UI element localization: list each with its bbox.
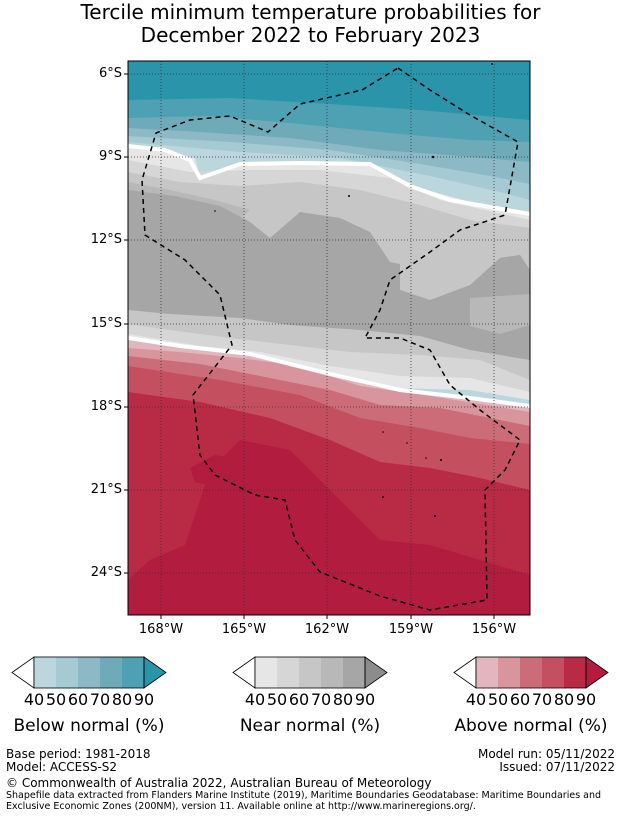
- title-line-1: Tercile minimum temperature probabilitie…: [80, 0, 541, 24]
- lat-label-12s: 12°S: [90, 232, 122, 247]
- tick-label: 80: [332, 690, 354, 709]
- base-period: Base period: 1981-2018: [6, 747, 151, 761]
- colorbar-frame: [475, 656, 587, 689]
- colorbar-segment: [277, 657, 299, 688]
- lat-label-6s: 6°S: [98, 66, 122, 81]
- tick-label: 60: [288, 690, 310, 709]
- tick-label: 70: [89, 690, 111, 709]
- eez-boundary: [141, 67, 521, 611]
- colorbar-max-extension: [585, 656, 609, 689]
- colorbar-above-title: Above normal (%): [454, 716, 608, 736]
- colorbar-segment: [520, 657, 542, 688]
- colorbar-max-extension: [143, 656, 167, 689]
- colorbar-segment: [564, 657, 586, 688]
- graticule: [128, 61, 530, 615]
- colorbar-segment: [299, 657, 321, 688]
- tick-label: 90: [575, 690, 597, 709]
- colorbar-segment: [542, 657, 564, 688]
- colorbar-min-extension: [453, 656, 477, 689]
- axis-ticks: [124, 73, 495, 619]
- model-name: Model: ACCESS-S2: [6, 760, 118, 774]
- colorbar-max-extension: [364, 656, 388, 689]
- colorbar-min-extension: [232, 656, 256, 689]
- lon-label-165w: 165°W: [221, 622, 267, 637]
- tick-label: 50: [487, 690, 509, 709]
- tick-label: 60: [509, 690, 531, 709]
- tick-label: 90: [354, 690, 376, 709]
- colorbar-above: [453, 656, 609, 689]
- colorbar-near: [232, 656, 388, 689]
- colorbar-segment: [100, 657, 122, 688]
- above-normal-90-patch: [190, 455, 250, 488]
- issued-date: Issued: 07/11/2022: [499, 760, 615, 774]
- shapefile-credit-1: Shapefile data extracted from Flanders M…: [6, 790, 602, 801]
- colorbar-frame: [33, 656, 145, 689]
- colorbar-segment: [498, 657, 520, 688]
- model-run: Model run: 05/11/2022: [477, 747, 615, 761]
- colorbar-segment: [122, 657, 144, 688]
- lat-label-18s: 18°S: [90, 399, 122, 414]
- tick-label: 40: [23, 690, 45, 709]
- colorbar-segment: [255, 657, 277, 688]
- colorbar-segment: [34, 657, 56, 688]
- tercile-boundary-south: [128, 336, 530, 408]
- lat-label-21s: 21°S: [90, 482, 122, 497]
- tick-label: 60: [67, 690, 89, 709]
- colorbar-min-extension: [11, 656, 35, 689]
- lat-label-9s: 9°S: [98, 149, 122, 164]
- colorbar-segment: [78, 657, 100, 688]
- colorbar-segment: [56, 657, 78, 688]
- tick-label: 90: [133, 690, 155, 709]
- lon-label-168w: 168°W: [138, 622, 184, 637]
- lon-label-159w: 159°W: [388, 622, 434, 637]
- lat-label-24s: 24°S: [90, 565, 122, 580]
- shapefile-credit-2: Exclusive Economic Zones (200NM), versio…: [6, 801, 476, 812]
- colorbar-frame: [254, 656, 366, 689]
- islands: [214, 63, 493, 518]
- colorbar-near-title: Near normal (%): [239, 716, 381, 736]
- tick-label: 50: [45, 690, 67, 709]
- tick-label: 80: [553, 690, 575, 709]
- tick-label: 50: [266, 690, 288, 709]
- colorbar-segment: [321, 657, 343, 688]
- tercile-boundary-north: [128, 144, 530, 216]
- lon-label-162w: 162°W: [304, 622, 350, 637]
- lon-label-156w: 156°W: [471, 622, 517, 637]
- colorbar-segment: [476, 657, 498, 688]
- near-normal-80-band: [128, 190, 530, 360]
- tick-label: 70: [531, 690, 553, 709]
- tick-label: 70: [310, 690, 332, 709]
- tick-label: 40: [244, 690, 266, 709]
- probability-shading: [128, 61, 530, 615]
- tick-label: 80: [111, 690, 133, 709]
- title-line-2: December 2022 to February 2023: [140, 23, 481, 47]
- colorbar-below-title: Below normal (%): [13, 716, 165, 736]
- tick-label: 40: [465, 690, 487, 709]
- colorbar-below: [11, 656, 167, 689]
- lat-label-15s: 15°S: [90, 316, 122, 331]
- near-normal-80-patch: [400, 232, 500, 300]
- copyright: © Commonwealth of Australia 2022, Austra…: [6, 776, 432, 790]
- colorbar-segment: [343, 657, 365, 688]
- map-frame: [127, 60, 531, 616]
